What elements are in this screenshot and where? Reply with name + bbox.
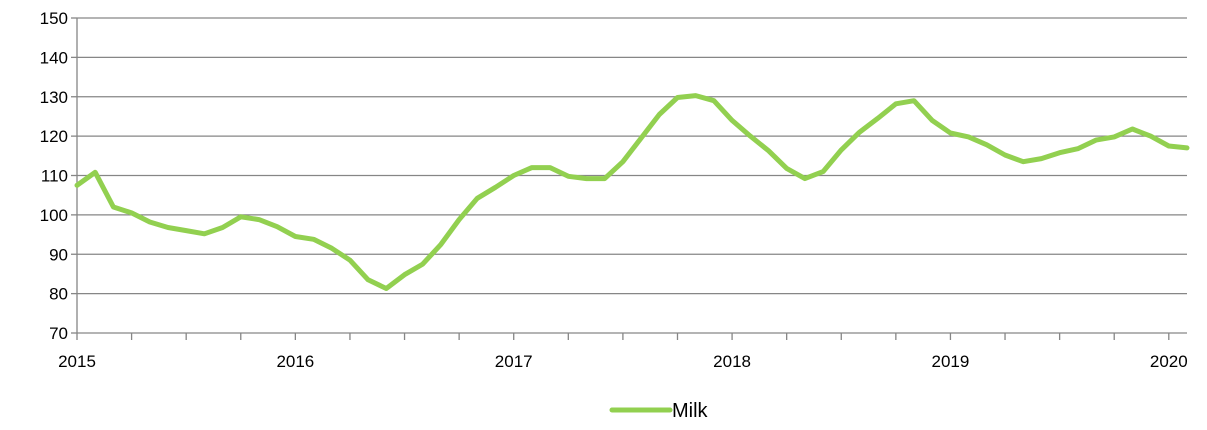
series-line-milk [74, 93, 1190, 291]
x-tick-label: 2015 [58, 352, 96, 371]
y-tick-label: 130 [40, 88, 68, 107]
series-group [74, 93, 1190, 291]
x-tick-label: 2018 [713, 352, 751, 371]
x-tick-label: 2017 [495, 352, 533, 371]
x-tick-label: 2016 [276, 352, 314, 371]
x-tick-label: 2019 [932, 352, 970, 371]
legend: Milk [609, 400, 709, 422]
legend-label-milk: Milk [672, 400, 709, 422]
x-axis-ticks: 2015 2016 2017 2018 2019 2020 [58, 333, 1188, 371]
x-tick-label: 2020 [1150, 352, 1188, 371]
y-tick-label: 150 [40, 9, 68, 28]
y-tick-label: 140 [40, 48, 68, 67]
y-tick-label: 120 [40, 127, 68, 146]
gridlines [77, 17, 1187, 295]
y-tick-label: 90 [49, 245, 68, 264]
y-tick-label: 110 [41, 167, 68, 186]
y-tick-label: 70 [49, 324, 68, 343]
y-axis-ticks: 70 80 90 100 110 120 130 140 150 [40, 9, 77, 343]
y-tick-label: 80 [49, 285, 68, 304]
y-tick-label: 100 [40, 206, 68, 225]
